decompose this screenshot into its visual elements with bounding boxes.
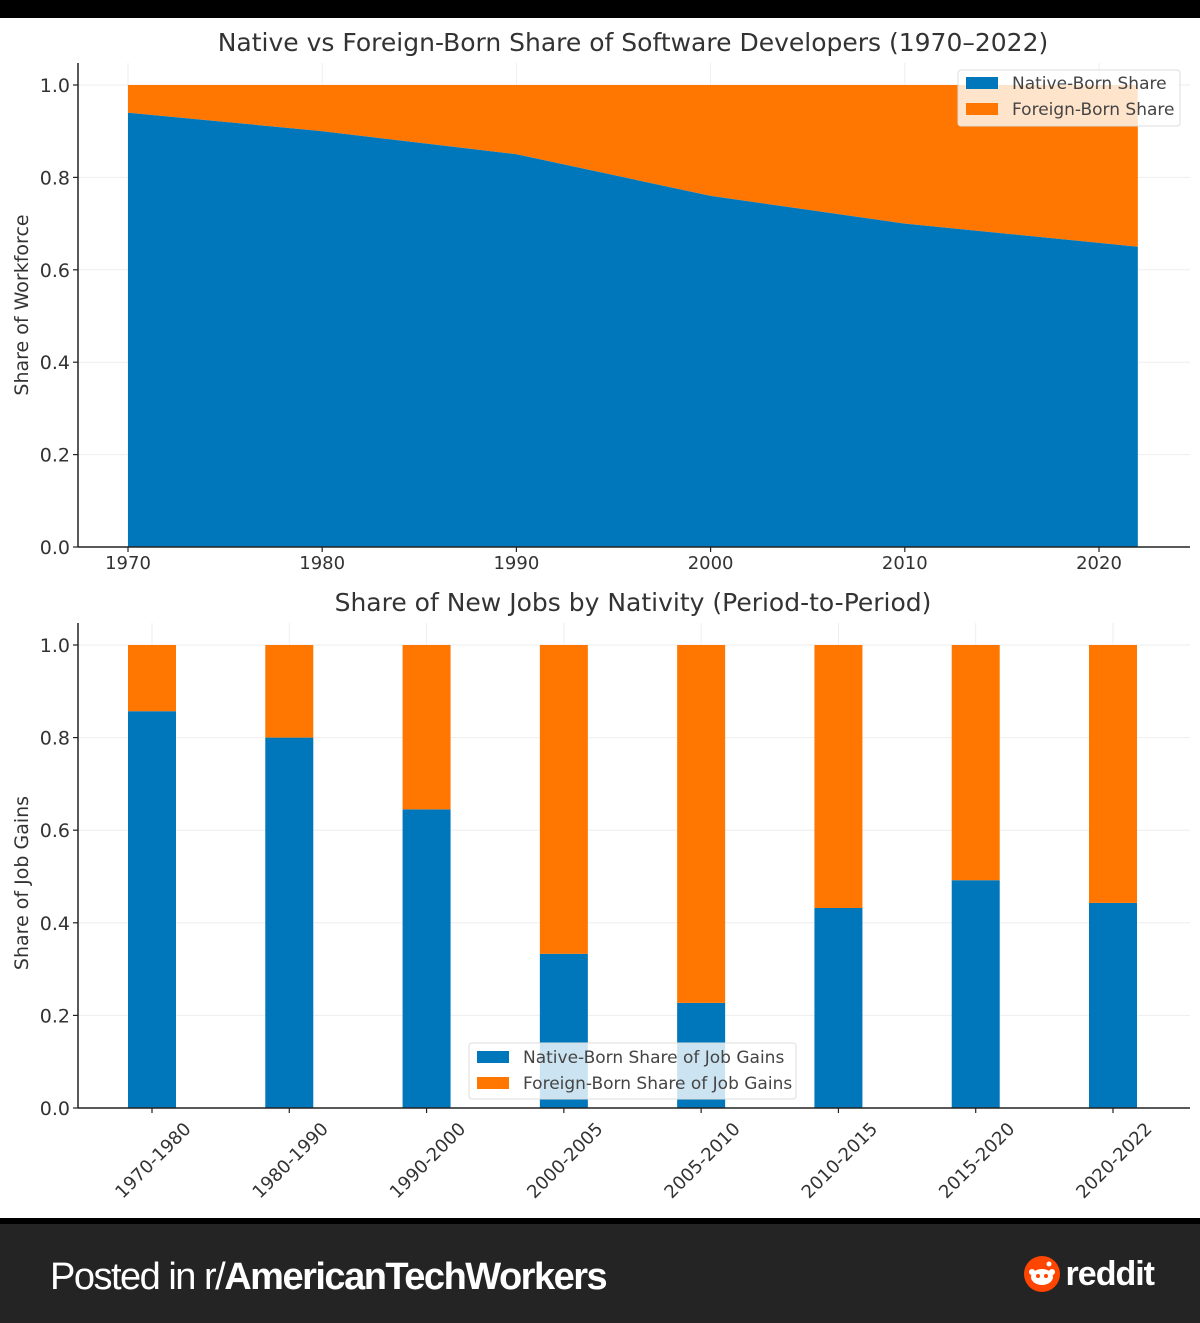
chart2-ylabel: Share of Job Gains: [11, 796, 33, 970]
bar-native-born: [951, 880, 1000, 1108]
legend-label-native: Native-Born Share: [1012, 74, 1167, 94]
x-tick-label: 1970-1980: [111, 1119, 195, 1203]
bar-native-born: [265, 737, 314, 1108]
bar-native-born: [128, 711, 176, 1108]
x-tick-label: 2020: [1076, 553, 1122, 574]
legend-swatch-native: [966, 77, 998, 89]
bar-foreign-born: [402, 645, 451, 810]
legend-swatch-foreign: [477, 1077, 509, 1089]
area-chart: Native vs Foreign-Born Share of Software…: [11, 28, 1190, 574]
reddit-footer: Posted in r/AmericanTechWorkers reddit: [0, 1218, 1200, 1323]
bar-foreign-born: [539, 645, 588, 954]
bar-native-born: [814, 907, 863, 1108]
bar-native-born: [402, 809, 451, 1108]
reddit-logo-icon: [1023, 1256, 1060, 1292]
chart1-ylabel: Share of Workforce: [11, 214, 33, 395]
legend-label-foreign: Foreign-Born Share of Job Gains: [523, 1074, 792, 1094]
legend-box: [468, 1042, 797, 1100]
x-tick-label: 1990-2000: [386, 1119, 470, 1203]
top-black-bar: [0, 0, 1200, 18]
chart2-title: Share of New Jobs by Nativity (Period-to…: [335, 588, 932, 617]
legend-label-foreign: Foreign-Born Share: [1012, 100, 1174, 120]
y-tick-label: 0.8: [40, 167, 70, 189]
y-tick-label: 0.4: [40, 913, 70, 935]
y-tick-label: 0.0: [40, 1098, 70, 1120]
posted-prefix: Posted in r/: [50, 1256, 226, 1298]
area-foreign-born: [128, 85, 1138, 247]
chart-image: Native vs Foreign-Born Share of Software…: [0, 18, 1200, 1218]
bar-foreign-born: [677, 645, 726, 1003]
x-tick-label: 2015-2020: [935, 1119, 1019, 1203]
y-tick-label: 0.0: [40, 537, 70, 559]
bar-foreign-born: [814, 645, 863, 908]
y-tick-label: 0.4: [40, 352, 70, 374]
chart1-legend: Native-Born Share Foreign-Born Share: [957, 69, 1181, 127]
bar-foreign-born: [265, 645, 314, 738]
x-tick-label: 1980: [299, 553, 345, 574]
legend-swatch-foreign: [966, 103, 998, 115]
x-tick-label: 2000: [688, 553, 734, 574]
y-tick-label: 0.2: [40, 445, 70, 467]
legend-swatch-native: [477, 1051, 509, 1063]
legend-box: [957, 69, 1181, 127]
bar-native-born: [1089, 902, 1137, 1108]
y-tick-label: 0.8: [40, 728, 70, 750]
x-tick-label: 1990: [493, 553, 539, 574]
bar-foreign-born: [1089, 645, 1137, 903]
y-tick-label: 1.0: [40, 635, 70, 657]
x-tick-label: 2020-2022: [1072, 1119, 1156, 1203]
posted-in-text: Posted in r/AmericanTechWorkers: [50, 1256, 608, 1299]
y-tick-label: 0.6: [40, 260, 70, 282]
x-tick-label: 1980-1990: [249, 1119, 333, 1203]
x-tick-label: 2010-2015: [798, 1119, 882, 1203]
reddit-brand[interactable]: reddit: [1022, 1254, 1155, 1294]
y-tick-label: 0.2: [40, 1005, 70, 1027]
subreddit-link[interactable]: AmericanTechWorkers: [224, 1256, 607, 1298]
bar-chart: Share of New Jobs by Nativity (Period-to…: [11, 588, 1190, 1203]
x-tick-label: 1970: [105, 553, 151, 574]
legend-label-native: Native-Born Share of Job Gains: [523, 1048, 784, 1068]
bar-foreign-born: [951, 645, 1000, 881]
x-tick-label: 2000-2005: [523, 1119, 607, 1203]
chart1-title: Native vs Foreign-Born Share of Software…: [218, 28, 1049, 57]
x-tick-label: 2005-2010: [660, 1119, 744, 1203]
bar-foreign-born: [128, 645, 176, 712]
area-native-born: [128, 112, 1138, 547]
x-tick-label: 2010: [882, 553, 928, 574]
y-tick-label: 1.0: [40, 75, 70, 97]
y-tick-label: 0.6: [40, 820, 70, 842]
reddit-wordmark: reddit: [1065, 1254, 1155, 1293]
chart2-legend: Native-Born Share of Job Gains Foreign-B…: [468, 1042, 797, 1100]
